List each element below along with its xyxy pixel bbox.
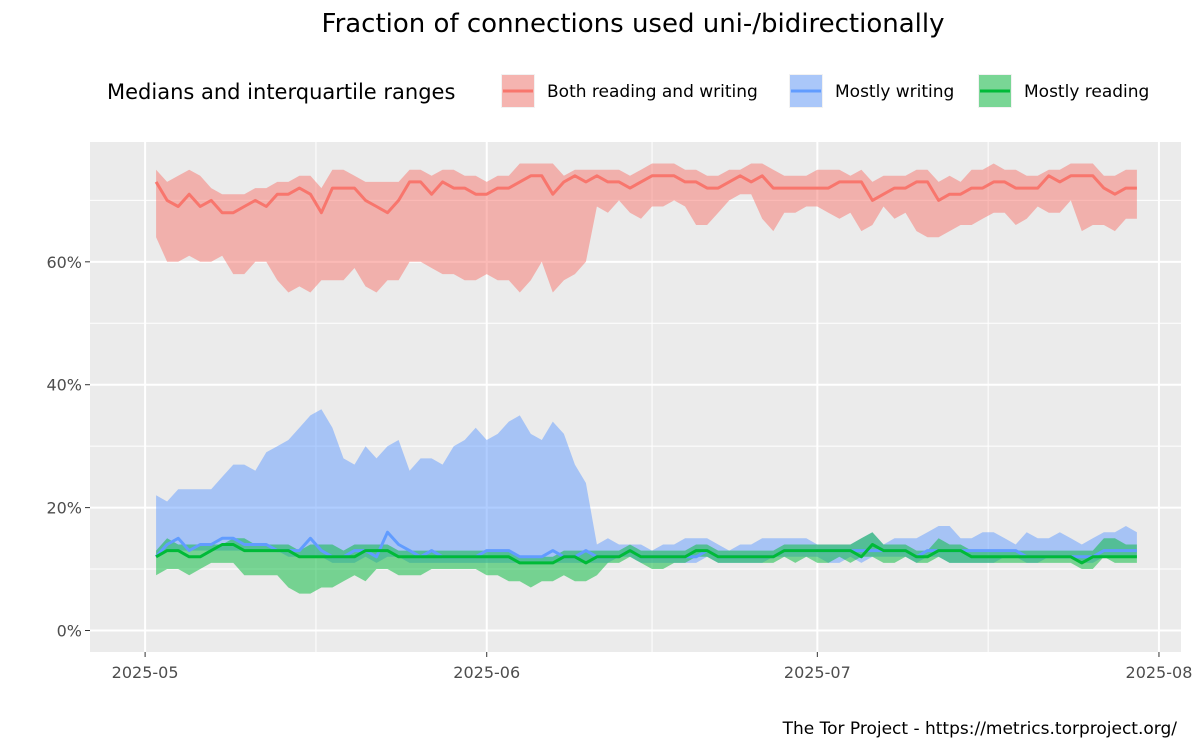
- y-tick-label: 20%: [46, 499, 82, 518]
- median-lines: [154, 174, 1137, 565]
- chart-title: Fraction of connections used uni-/bidire…: [322, 9, 945, 39]
- legend-title: Medians and interquartile ranges: [107, 80, 455, 104]
- legend-label: Mostly writing: [835, 82, 954, 102]
- x-tick-label: 2025-08: [1126, 663, 1193, 682]
- y-tick-label: 0%: [57, 621, 82, 640]
- x-tick-label: 2025-07: [784, 663, 851, 682]
- x-tick-label: 2025-05: [112, 663, 179, 682]
- iqr-band-series-1: [156, 409, 1137, 563]
- axes: 0% 20% 40% 60% 2025-05 2025-06 2025-07 2025-08: [46, 253, 1192, 682]
- median-line-series-0: [154, 174, 1137, 215]
- legend-item-0: Both reading and writing: [501, 74, 758, 108]
- x-tick-label: 2025-06: [453, 663, 520, 682]
- legend-item-2: Mostly reading: [978, 74, 1149, 108]
- chart-caption: The Tor Project - https://metrics.torpro…: [782, 719, 1178, 739]
- legend-item-1: Mostly writing: [789, 74, 954, 108]
- legend-label: Both reading and writing: [547, 82, 758, 102]
- median-line-series-2: [155, 543, 1137, 565]
- y-tick-label: 40%: [46, 376, 82, 395]
- legend-label: Mostly reading: [1024, 82, 1149, 102]
- y-tick-label: 60%: [46, 253, 82, 272]
- legend: Medians and interquartile ranges Both re…: [107, 74, 1149, 108]
- iqr-band-series-2: [156, 532, 1137, 594]
